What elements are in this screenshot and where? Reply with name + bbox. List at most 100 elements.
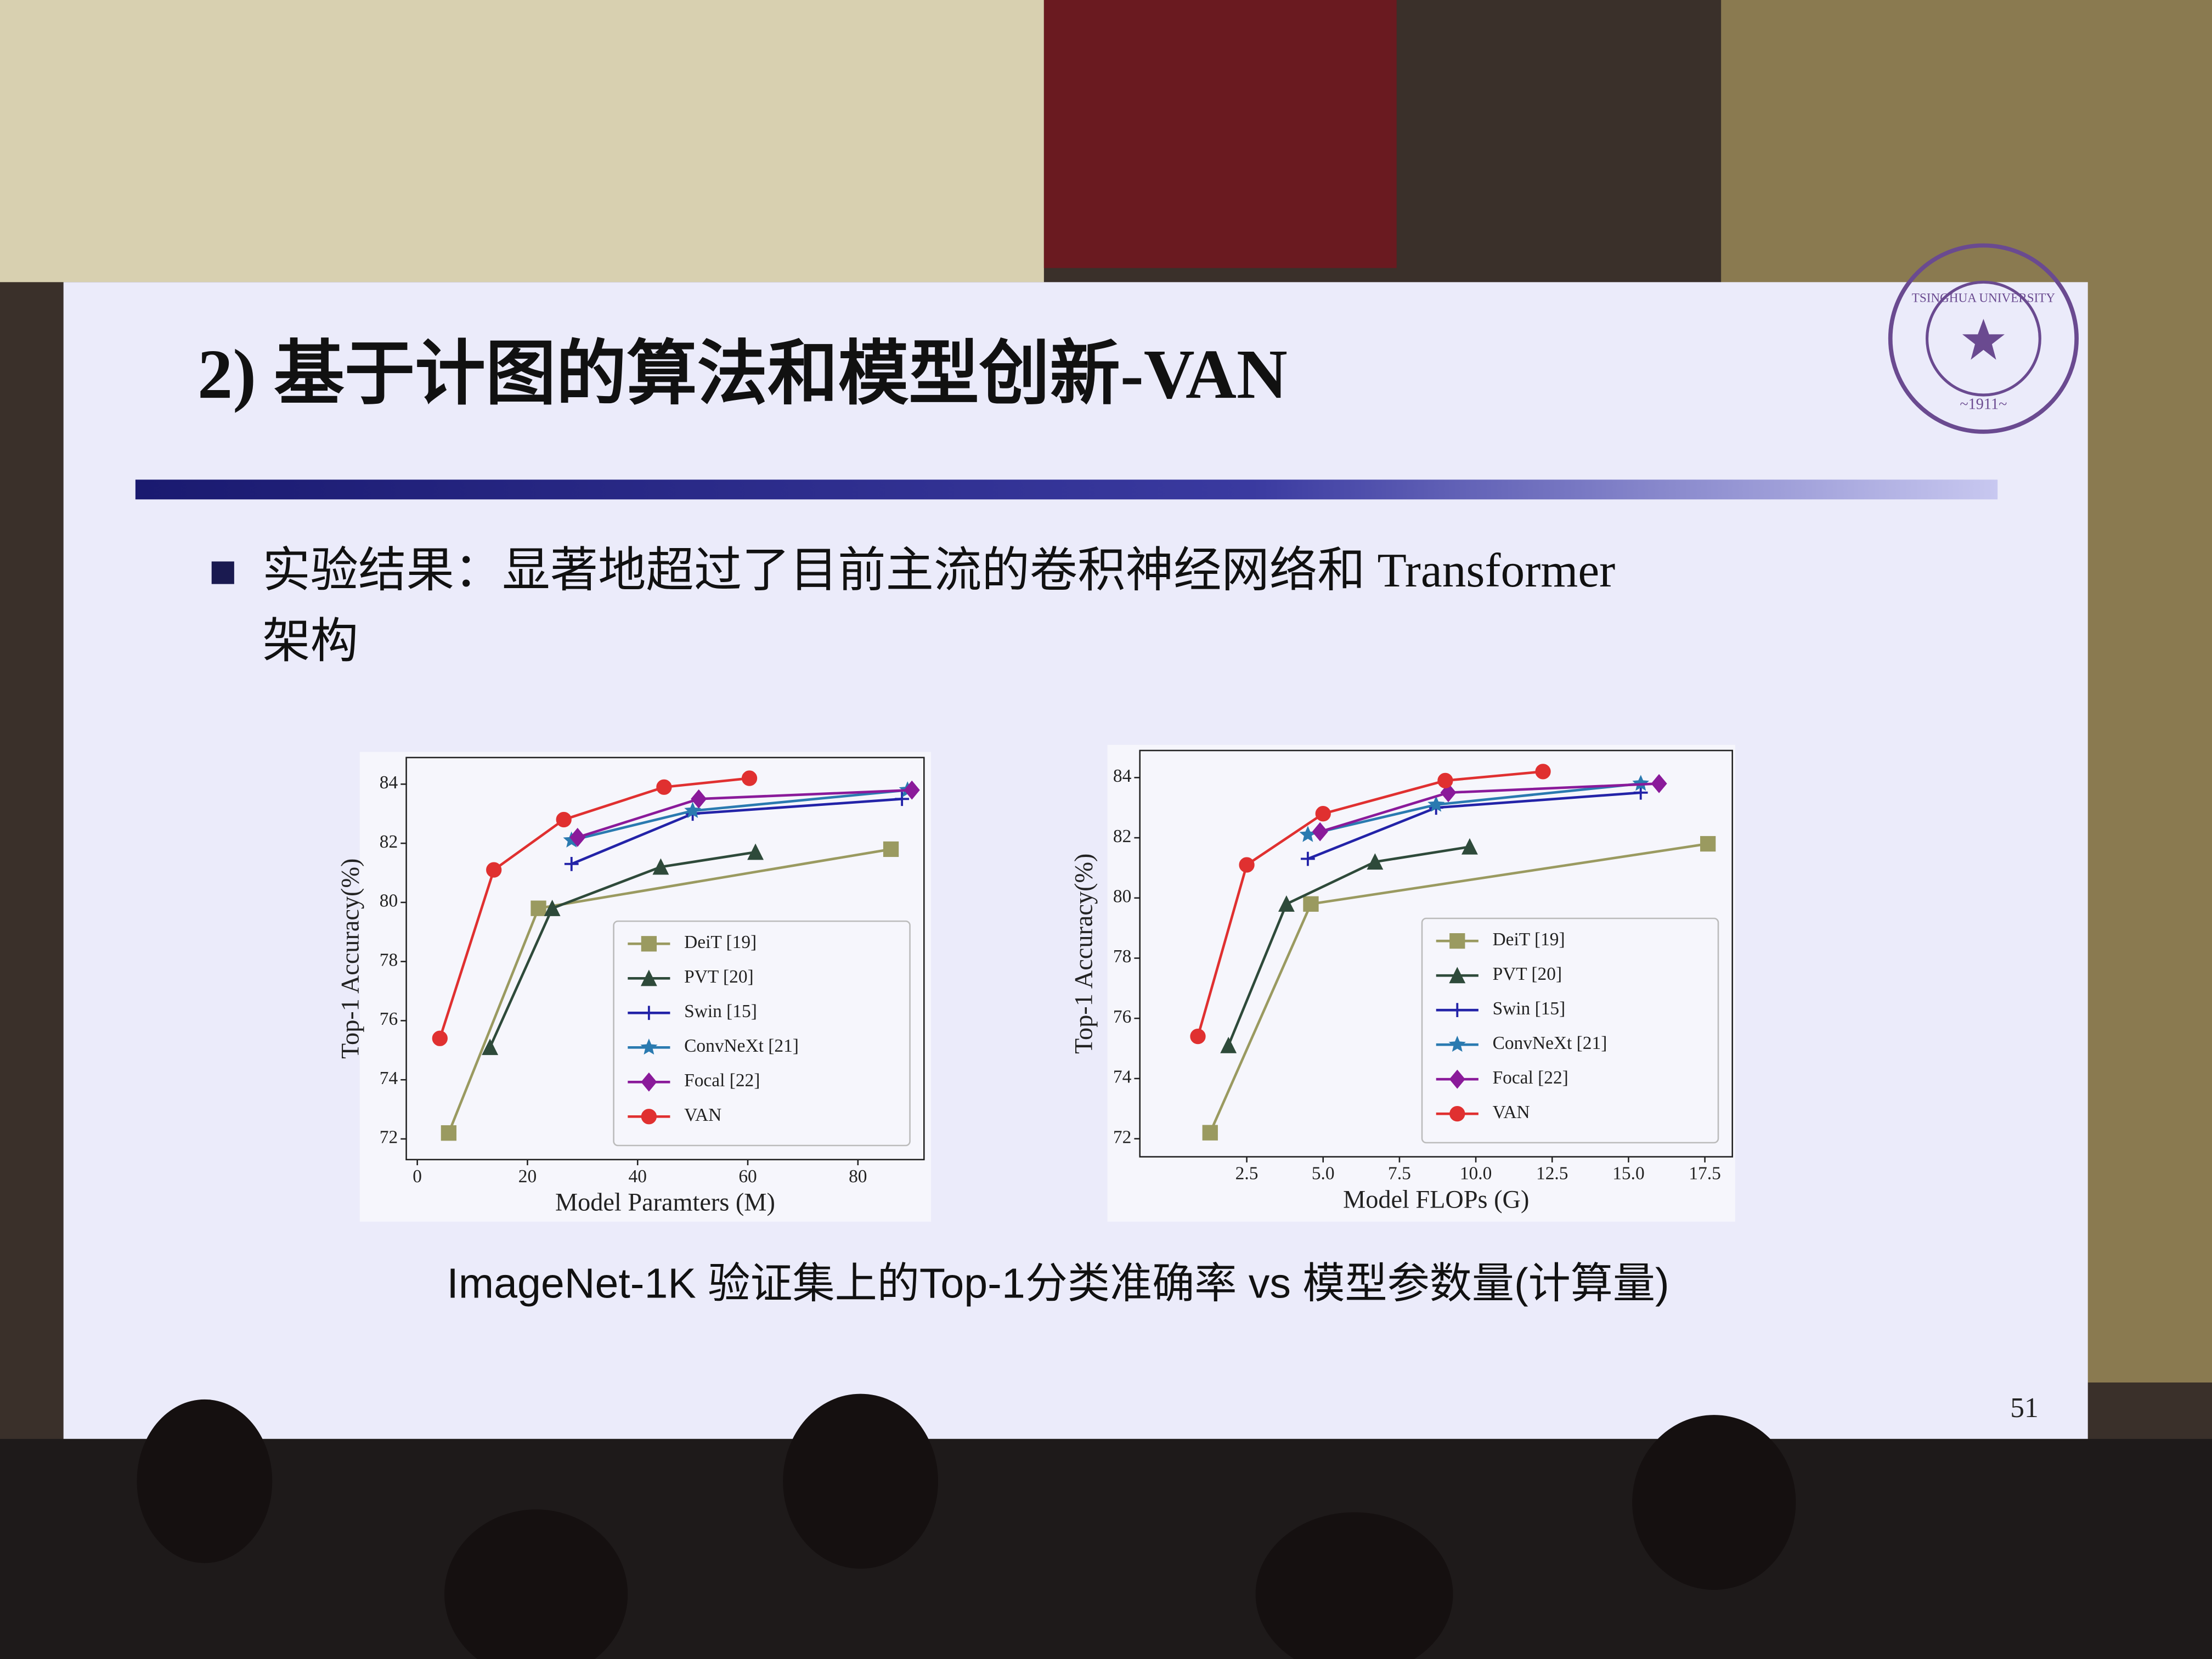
bullet-text: 架构 [262,614,358,668]
y-axis-label: Top-1 Accuracy(%) [1070,854,1098,1054]
y-tick-label: 78 [380,950,398,970]
marker [1632,775,1650,791]
marker [1462,838,1478,855]
marker [486,862,502,878]
y-tick-label: 84 [380,772,398,793]
x-tick-label: 20 [518,1166,537,1187]
marker [904,780,920,800]
marker [1440,783,1457,803]
page-number: 51 [2010,1392,2038,1424]
x-tick-label: 2.5 [1235,1164,1259,1184]
marker [1651,774,1667,793]
charts: 0 20 40 60 80 72 74 76 78 80 82 84 Model Paramters (… [336,749,1733,1217]
legend-marker [1449,1069,1465,1089]
x-tick-label: 80 [849,1166,867,1187]
y-tick-label: 82 [1113,826,1131,847]
legend [613,920,911,1147]
marker [564,856,579,871]
legend-marker [1449,1106,1465,1122]
marker [1700,836,1716,852]
legend-label: VAN [1493,1102,1530,1122]
x-tick-label: 12.5 [1536,1164,1568,1184]
marker [441,1125,457,1141]
legend-marker [642,1006,656,1020]
legend-label: ConvNeXt [21] [1493,1033,1607,1053]
marker [1633,785,1648,800]
legend-marker [1449,967,1466,984]
head [444,1509,628,1659]
legend-label: DeiT [19] [684,932,757,952]
x-tick-label: 7.5 [1388,1164,1411,1184]
marker [741,770,758,786]
legend-marker [640,1039,658,1055]
legend-marker [641,936,657,952]
marker [531,900,546,916]
marker [1315,806,1331,822]
legend-label: ConvNeXt [21] [684,1036,799,1056]
legend-label: Swin [15] [1493,998,1566,1019]
marker [556,811,572,828]
y-tick-label: 72 [380,1127,398,1148]
marker [1278,895,1295,912]
marker [1303,896,1319,912]
legend-label: Focal [22] [684,1070,760,1091]
legend-label: PVT [20] [1493,964,1562,984]
legend-marker [1448,1035,1466,1052]
marker [432,1030,448,1046]
y-tick-label: 84 [1113,766,1132,786]
head [137,1399,273,1564]
logo-ring [1926,280,2041,397]
bullet-mark [211,561,234,584]
legend-marker [640,969,657,986]
slide-title: 2) 基于计图的算法和模型创新-VAN [198,335,1288,413]
marker [656,779,672,795]
marker [1535,764,1551,780]
x-tick-label: 10.0 [1460,1164,1492,1184]
marker [1239,857,1255,873]
head [783,1393,938,1569]
y-tick-label: 80 [380,891,398,911]
legend-label: Focal [22] [1493,1068,1568,1088]
plot-area [1139,749,1733,1158]
marker [883,841,899,857]
logo-ring [1888,243,2079,434]
x-axis-label: Model FLOPs (G) [1343,1186,1529,1214]
legend-label: Swin [15] [684,1001,757,1022]
marker [1190,1029,1206,1045]
marker [1202,1125,1218,1141]
y-tick-label: 78 [1113,946,1131,967]
marker [691,789,707,809]
y-tick-label: 82 [380,832,398,852]
logo: TSINGHUA UNIVERSITY ~1911~ [1888,243,2079,434]
bullet-text: 实验结果：显著地超过了目前主流的卷积神经网络和 Transformer [262,544,1615,597]
series-line [1227,845,1470,1046]
x-tick-label: 0 [413,1166,422,1187]
y-tick-label: 80 [1113,886,1131,906]
y-tick-label: 74 [1113,1067,1132,1087]
x-tick-label: 17.5 [1689,1164,1720,1184]
logo-text: TSINGHUA UNIVERSITY [1912,291,2056,305]
plot-area [405,757,925,1160]
logo-star [1962,319,2005,360]
caption: ImageNet-1K 验证集上的Top-1分类准确率 vs 模型参数量(计算量… [447,1260,1669,1307]
marker [1427,795,1445,812]
marker [684,802,702,819]
x-tick-label: 15.0 [1612,1164,1644,1184]
logo-year: ~1911~ [1960,396,2007,413]
marker [1367,853,1384,870]
curtain [1043,0,1397,268]
marker [895,792,909,806]
stage [0,1438,2212,1659]
y-tick-label: 76 [1113,1007,1131,1027]
legend-marker [1450,1003,1465,1018]
marker [569,827,586,847]
head [1632,1415,1796,1590]
wall [0,0,1044,283]
legend-marker [1449,933,1465,949]
marker [1220,1036,1237,1053]
y-tick-label: 72 [1113,1127,1131,1147]
legend-marker [641,1072,657,1092]
marker [1437,772,1453,788]
